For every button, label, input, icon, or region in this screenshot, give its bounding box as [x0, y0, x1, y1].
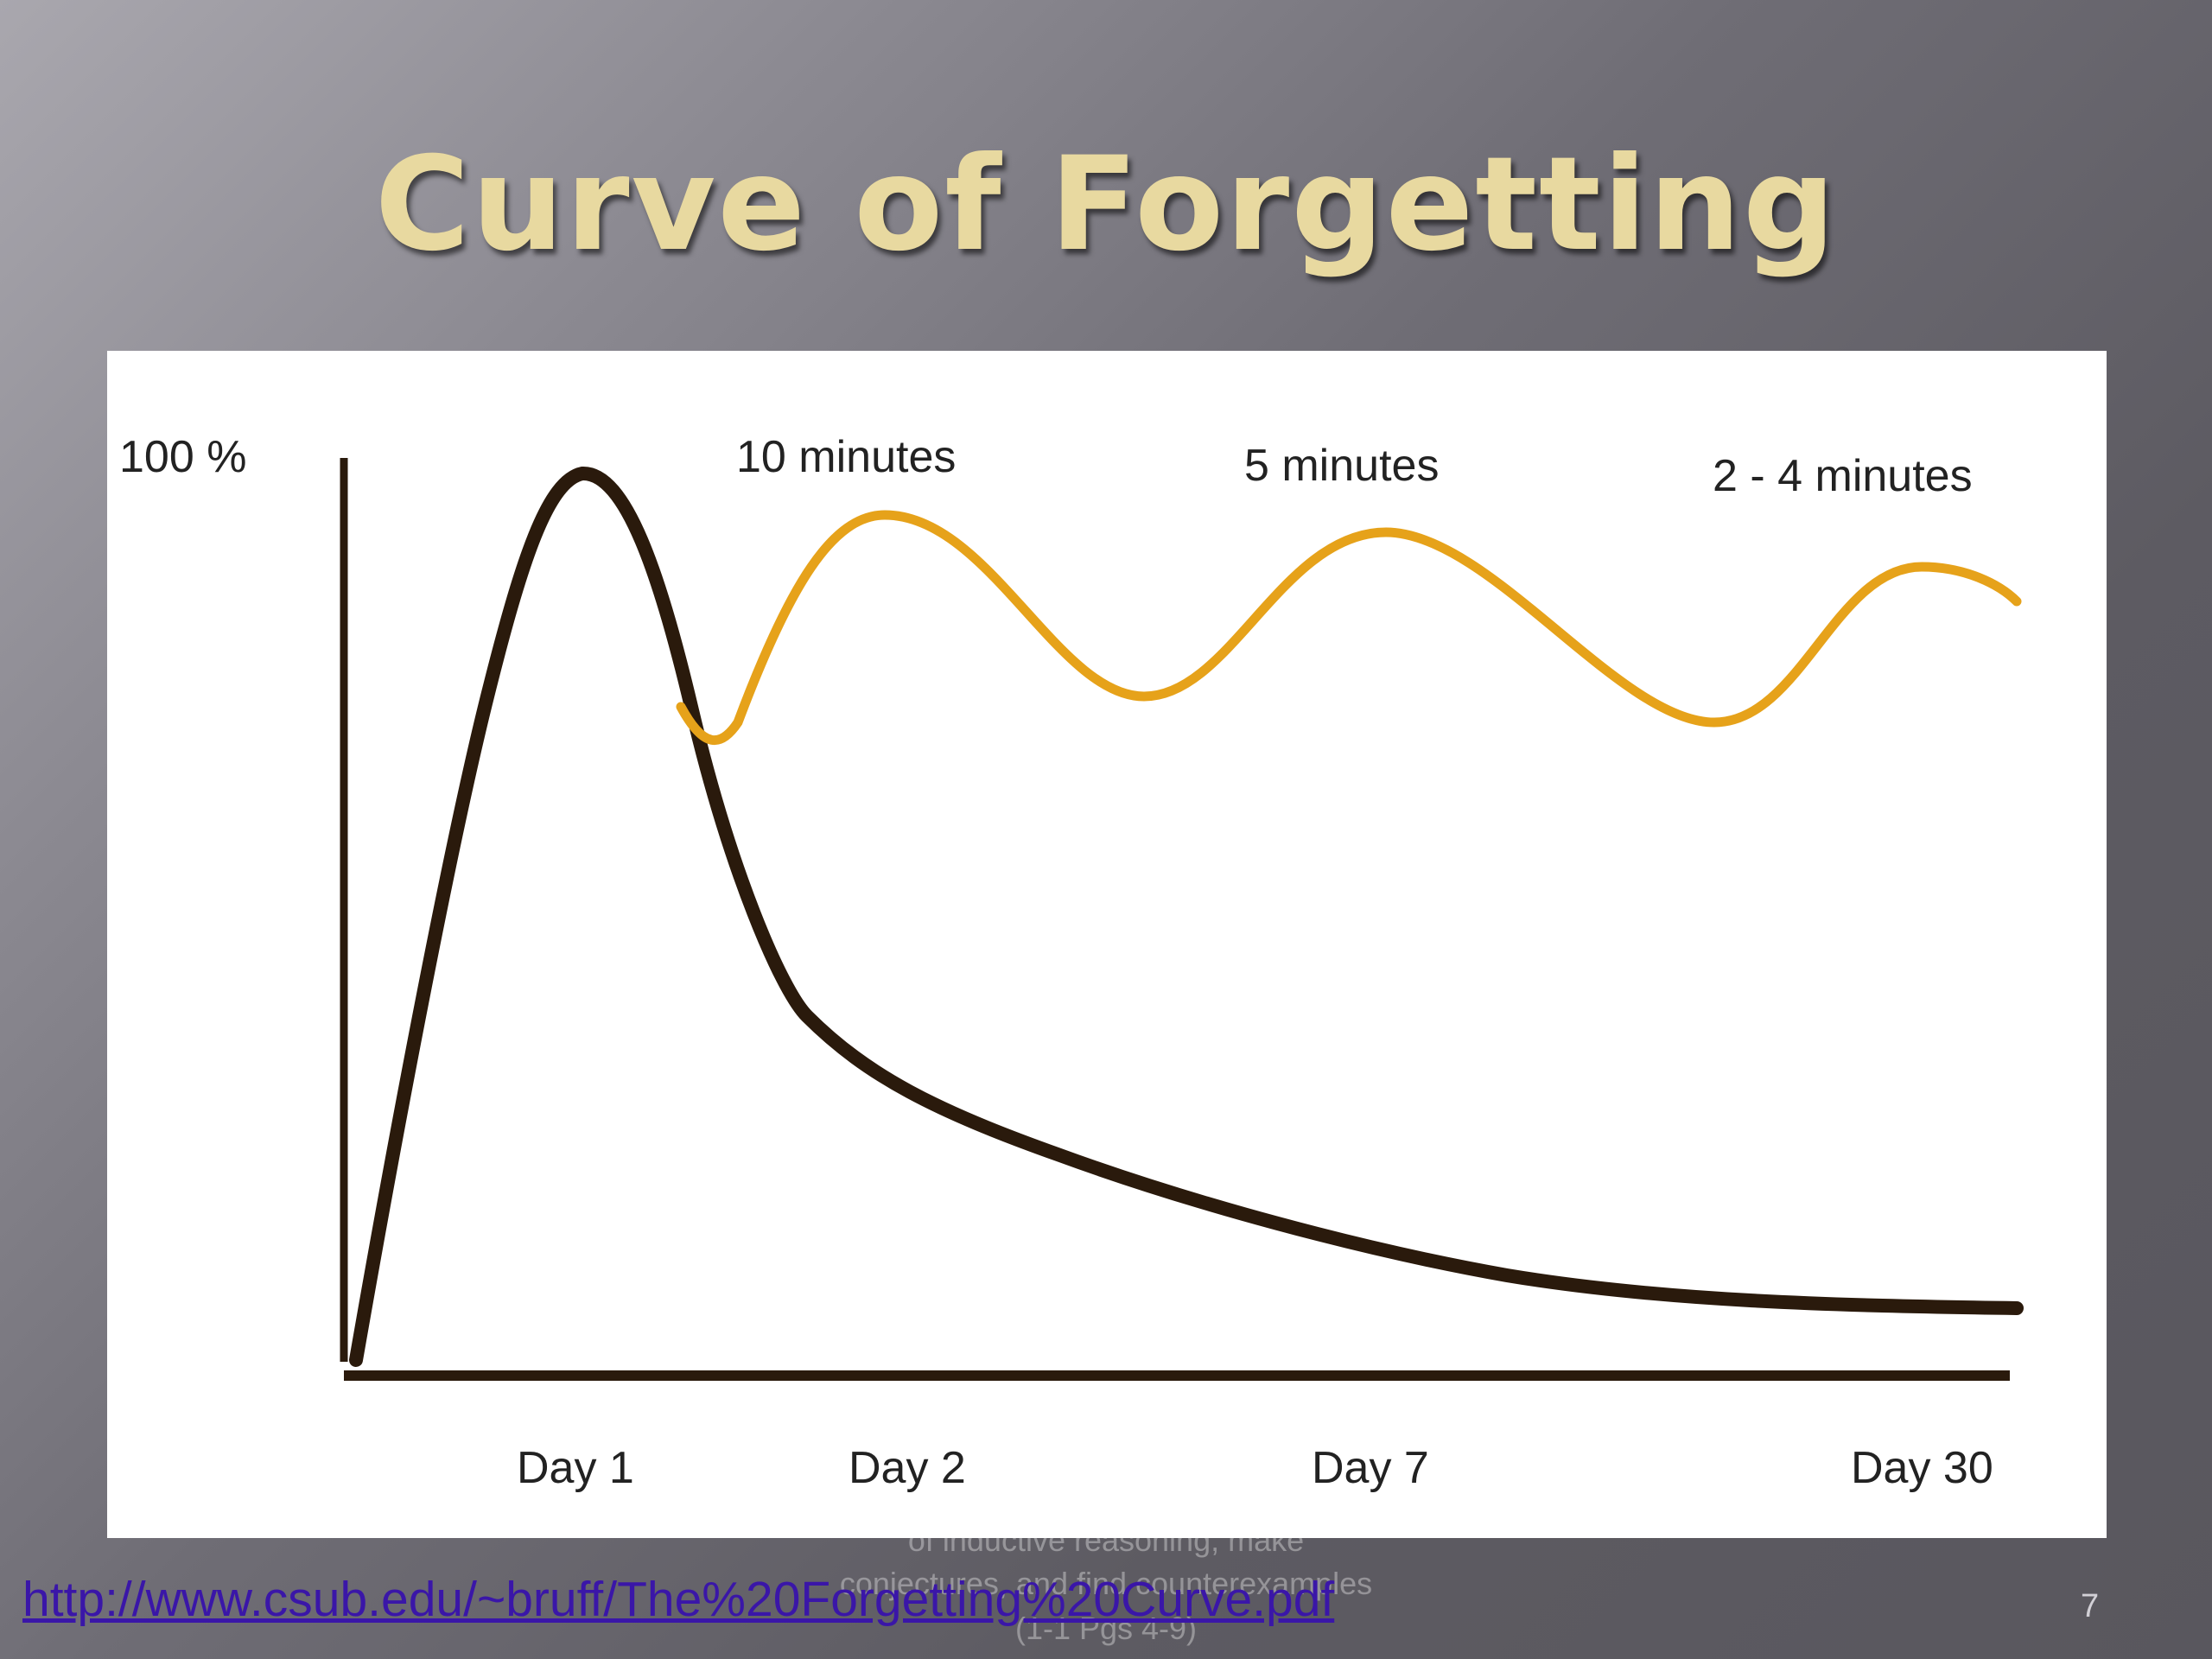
- review-label-5-minutes: 5 minutes: [1244, 441, 1439, 491]
- x-label-day-1: Day 1: [517, 1443, 634, 1493]
- review-curve: [676, 510, 2022, 746]
- review-label-2-4-minutes: 2 - 4 minutes: [1713, 451, 1973, 501]
- y-axis-label: 100 %: [119, 432, 246, 482]
- review-label-10-minutes: 10 minutes: [736, 432, 956, 482]
- forgetting-curve-diagram: 100 % 10 minutes 5 minutes 2 - 4 minutes…: [107, 351, 2107, 1538]
- slide-title: Curve of Forgetting: [374, 130, 1838, 280]
- diagram-canvas: 100 % 10 minutes 5 minutes 2 - 4 minutes…: [119, 432, 2024, 1493]
- footer-text-line-2: conjectures, and find counterexamples: [839, 1566, 1373, 1601]
- page-number: 7: [2081, 1588, 2100, 1624]
- footer-text-line-1: of inductive reasoning, make: [907, 1522, 1305, 1558]
- forgetting-curve: [349, 467, 2024, 1367]
- x-label-day-30: Day 30: [1851, 1443, 1993, 1493]
- footer-text-line-3: (1-1 Pgs 4-9): [1014, 1611, 1198, 1646]
- x-label-day-7: Day 7: [1312, 1443, 1429, 1493]
- source-link[interactable]: http://www.csub.edu/~bruff/The%20Forgett…: [22, 1572, 1335, 1627]
- x-label-day-2: Day 2: [849, 1443, 966, 1493]
